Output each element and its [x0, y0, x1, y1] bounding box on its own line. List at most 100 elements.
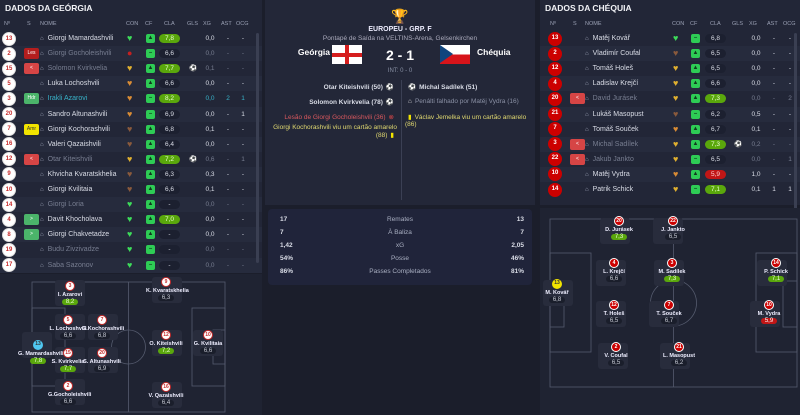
column-header-n[interactable]: Nº	[550, 21, 556, 27]
player-name[interactable]: ⌂ Matěj Vydra	[585, 170, 630, 178]
player-row[interactable]: 4 > ⌂ Davit Khocholava ♥ ▲ 7,0 0,0 - -	[0, 212, 262, 227]
player-name[interactable]: ⌂ Jakub Jankto	[585, 155, 634, 163]
player-row[interactable]: 10 ⌂ Matěj Vydra ♥ ▲ 5,9 1,0 - -	[540, 166, 800, 182]
player-row[interactable]: 21 ⌂ Lukáš Masopust ♥ –6,2 0,5 - -	[540, 106, 800, 122]
pitch-player[interactable]: 2 G.Gocholeishvili 6,6	[48, 381, 91, 405]
column-header-cf[interactable]: CF	[145, 21, 153, 27]
player-name[interactable]: ⌂ Ladislav Krejčí	[585, 80, 639, 88]
player-name[interactable]: ⌂ Vladimír Coufal	[585, 50, 641, 58]
georgia-scrollbar[interactable]	[256, 33, 259, 263]
player-row[interactable]: 5 ⌂ Luka Lochoshvili ♥ ▲ 6,6 0,0 - -	[0, 76, 262, 92]
player-row[interactable]: 12 ⌂ Tomáš Holeš ♥ ▲ 6,5 0,0 - -	[540, 61, 800, 76]
player-name[interactable]: ⌂ Solomon Kvirkvelia	[40, 65, 108, 73]
column-header-cf[interactable]: CF	[690, 21, 698, 27]
player-row[interactable]: 20 ⌂ Sandro Altunashvili ♥ –6,9 0,0 - 1	[0, 106, 262, 122]
player-name[interactable]: ⌂ Otar Kiteishvili	[40, 155, 93, 163]
pitch-player[interactable]: 15 S. Kvirkvelia 7,7	[48, 348, 88, 372]
pitch-player[interactable]: 10 G. Kvilitaia 6,6	[188, 330, 228, 354]
pitch-player[interactable]: 13 M. Kovář 6,8	[537, 279, 577, 303]
player-row[interactable]: 3 Hdr ⌂ Irakli Azarovi ♥ –8,2 0,0 2 1	[0, 91, 262, 106]
column-header-n[interactable]: Nº	[4, 21, 10, 27]
player-row[interactable]: 10 ⌂ Giorgi Kvilitaia ♥ ▲ 6,6 0,1 - -	[0, 182, 262, 197]
player-name[interactable]: ⌂ Giorgi Chakvetadze	[40, 231, 110, 239]
pitch-player[interactable]: 21 L. Masopust 6,2	[659, 342, 699, 366]
player-name[interactable]: ⌂ Giorgi Kvilitaia	[40, 186, 93, 193]
pitch-player[interactable]: 5 L. Lochoshvili 6,6	[48, 315, 88, 339]
player-row[interactable]: 3 < ⌂ Michal Sadílek ♥ ▲ 7,3 ⚽ 0,2 - -	[540, 136, 800, 152]
player-row[interactable]: 4 ⌂ Ladislav Krejčí ♥ ▲ 6,6 0,0 - -	[540, 76, 800, 92]
player-name[interactable]: ⌂ Giorgi Loria	[40, 201, 84, 209]
column-header-gls[interactable]: GLS	[732, 21, 744, 27]
player-row[interactable]: 7 Amr ⌂ Giorgi Kochorashvili ♥ ▲ 6,8 0,1 - -	[0, 122, 262, 137]
player-row[interactable]: 19 ⌂ Budu Zivzivadze ♥ – -0,0- -	[0, 242, 262, 257]
column-header-cla[interactable]: CLA	[164, 21, 175, 27]
player-row[interactable]: 13 ⌂ Giorgi Mamardashvili ♥ ▲ 7,8 0,0 - -	[0, 31, 262, 46]
pitch-player[interactable]: 4 L. Krejčí 6,6	[594, 258, 634, 282]
pitch-player[interactable]: 22 J. Jankto 6,5	[653, 216, 693, 240]
player-row[interactable]: 16 ⌂ Valeri Qazaishvili ♥ ▲ 6,4 0,0 - -	[0, 136, 262, 152]
pitch-player[interactable]: 3 M. Sadílek 7,3	[652, 258, 692, 282]
player-name[interactable]: ⌂ Tomáš Souček	[585, 125, 639, 133]
column-header-xg[interactable]: XG	[203, 21, 211, 27]
player-name[interactable]: ⌂ Budu Zivzivadze	[40, 246, 99, 254]
pitch-player[interactable]: 12 T. Holeš 6,5	[594, 300, 634, 324]
player-name[interactable]: ⌂ Patrik Schick	[585, 186, 634, 193]
column-header-con[interactable]: CON	[672, 21, 685, 27]
column-header-cla[interactable]: CLA	[710, 21, 721, 27]
player-row[interactable]: 15 < ⌂ Solomon Kvirkvelia ♥ ▲ 7,7 ⚽ 0,1 - -	[0, 61, 262, 76]
column-header-gls[interactable]: GLS	[187, 21, 199, 27]
player-row[interactable]: 17 ⌂ Saba Sazonov ♥ – -0,0- -	[0, 257, 262, 273]
column-header-ocg[interactable]: OCG	[783, 21, 796, 27]
player-name[interactable]: ⌂ David Jurásek	[585, 95, 637, 103]
column-header-s[interactable]: S	[27, 21, 31, 27]
pitch-player[interactable]: 20 D. Jurásek 7,3	[599, 216, 639, 240]
player-row[interactable]: 14 ⌂ Patrik Schick ♥ –7,1 0,1 1 1	[540, 182, 800, 197]
column-header-s[interactable]: S	[573, 21, 577, 27]
pitch-player[interactable]: 10 M. Vydra 5,9	[749, 300, 789, 324]
player-row[interactable]: 13 ⌂ Matěj Kovář ♥ –6,8 0,0 - -	[540, 31, 800, 46]
player-name[interactable]: ⌂ Giorgi Gocholeishvili	[40, 50, 112, 58]
pitch-player[interactable]: 12 O. Kiteishvili 7,2	[146, 330, 186, 354]
home-team-name[interactable]: Geórgia	[297, 47, 330, 57]
player-name[interactable]: ⌂ Saba Sazonov	[40, 261, 94, 269]
player-row[interactable]: 9 ⌂ Khvicha Kvaratskhelia ♥ ▲ 6,3 0,3 - -	[0, 166, 262, 182]
player-name[interactable]: ⌂ Lukáš Masopust	[585, 110, 644, 118]
column-header-nome[interactable]: NOME	[585, 21, 602, 27]
player-row[interactable]: 22 < ⌂ Jakub Jankto ♥ –6,5 0,0 - 1	[540, 152, 800, 167]
player-name[interactable]: ⌂ Giorgi Kochorashvili	[40, 125, 110, 133]
player-name[interactable]: ⌂ Michal Sadílek	[585, 140, 639, 148]
column-header-ast[interactable]: AST	[221, 21, 232, 27]
player-name[interactable]: ⌂ Davit Khocholava	[40, 216, 103, 224]
pitch-player[interactable]: 3 I. Azarovi 8,2	[50, 281, 90, 305]
away-team-name[interactable]: Chéquia	[477, 47, 511, 57]
pitch-player[interactable]: 14 P. Schick 7,1	[756, 258, 796, 282]
player-name[interactable]: ⌂ Tomáš Holeš	[585, 65, 634, 73]
player-name[interactable]: ⌂ Khvicha Kvaratskhelia	[40, 170, 117, 178]
pitch-player[interactable]: 16 V. Qazaishvili 6,4	[146, 382, 186, 406]
column-header-nome[interactable]: NOME	[40, 21, 57, 27]
player-name[interactable]: ⌂ Matěj Kovář	[585, 35, 630, 42]
player-row[interactable]: 8 > ⌂ Giorgi Chakvetadze ♥ ▲ -0,0- -	[0, 227, 262, 243]
column-header-ast[interactable]: AST	[767, 21, 778, 27]
player-name[interactable]: ⌂ Valeri Qazaishvili	[40, 140, 101, 148]
player-row[interactable]: 2 Les ⌂ Giorgi Gocholeishvili ● –6,6 0,0 - -	[0, 46, 262, 62]
column-header-xg[interactable]: XG	[749, 21, 757, 27]
column-header-con[interactable]: CON	[126, 21, 139, 27]
pitch-player[interactable]: 9 K. Kvaratskhelia 6,3	[146, 277, 189, 301]
player-row[interactable]: 2 ⌂ Vladimír Coufal ♥ ▲ 6,5 0,0 - -	[540, 46, 800, 62]
player-name[interactable]: ⌂ Sandro Altunashvili	[40, 110, 108, 118]
czechia-scrollbar[interactable]	[794, 33, 797, 263]
player-name[interactable]: ⌂ Irakli Azarovi	[40, 95, 88, 103]
pitch-player[interactable]: 7 T. Souček 6,7	[649, 300, 689, 324]
pitch-player[interactable]: 7 G.Kochorashvili 6,8	[82, 315, 124, 339]
player-name[interactable]: ⌂ Giorgi Mamardashvili	[40, 35, 114, 42]
pitch-player[interactable]: 13 G. Mamardashvili 7,8	[18, 340, 64, 364]
pitch-player[interactable]: 2 V. Coufal 6,5	[596, 342, 636, 366]
player-name[interactable]: ⌂ Luka Lochoshvili	[40, 80, 100, 88]
player-row[interactable]: 7 ⌂ Tomáš Souček ♥ ▲ 6,7 0,1 - -	[540, 122, 800, 137]
player-row[interactable]: 20 < ⌂ David Jurásek ♥ ▲ 7,3 0,0 - 2	[540, 91, 800, 106]
player-row[interactable]: 12 < ⌂ Otar Kiteishvili ♥ ▲ 7,2 ⚽ 0,6 - 1	[0, 152, 262, 167]
column-header-ocg[interactable]: OCG	[236, 21, 249, 27]
pitch-player[interactable]: 20 S. Altunashvili 6,9	[82, 348, 122, 372]
player-row[interactable]: 14 ⌂ Giorgi Loria ♥ ▲ -0,0- -	[0, 197, 262, 213]
